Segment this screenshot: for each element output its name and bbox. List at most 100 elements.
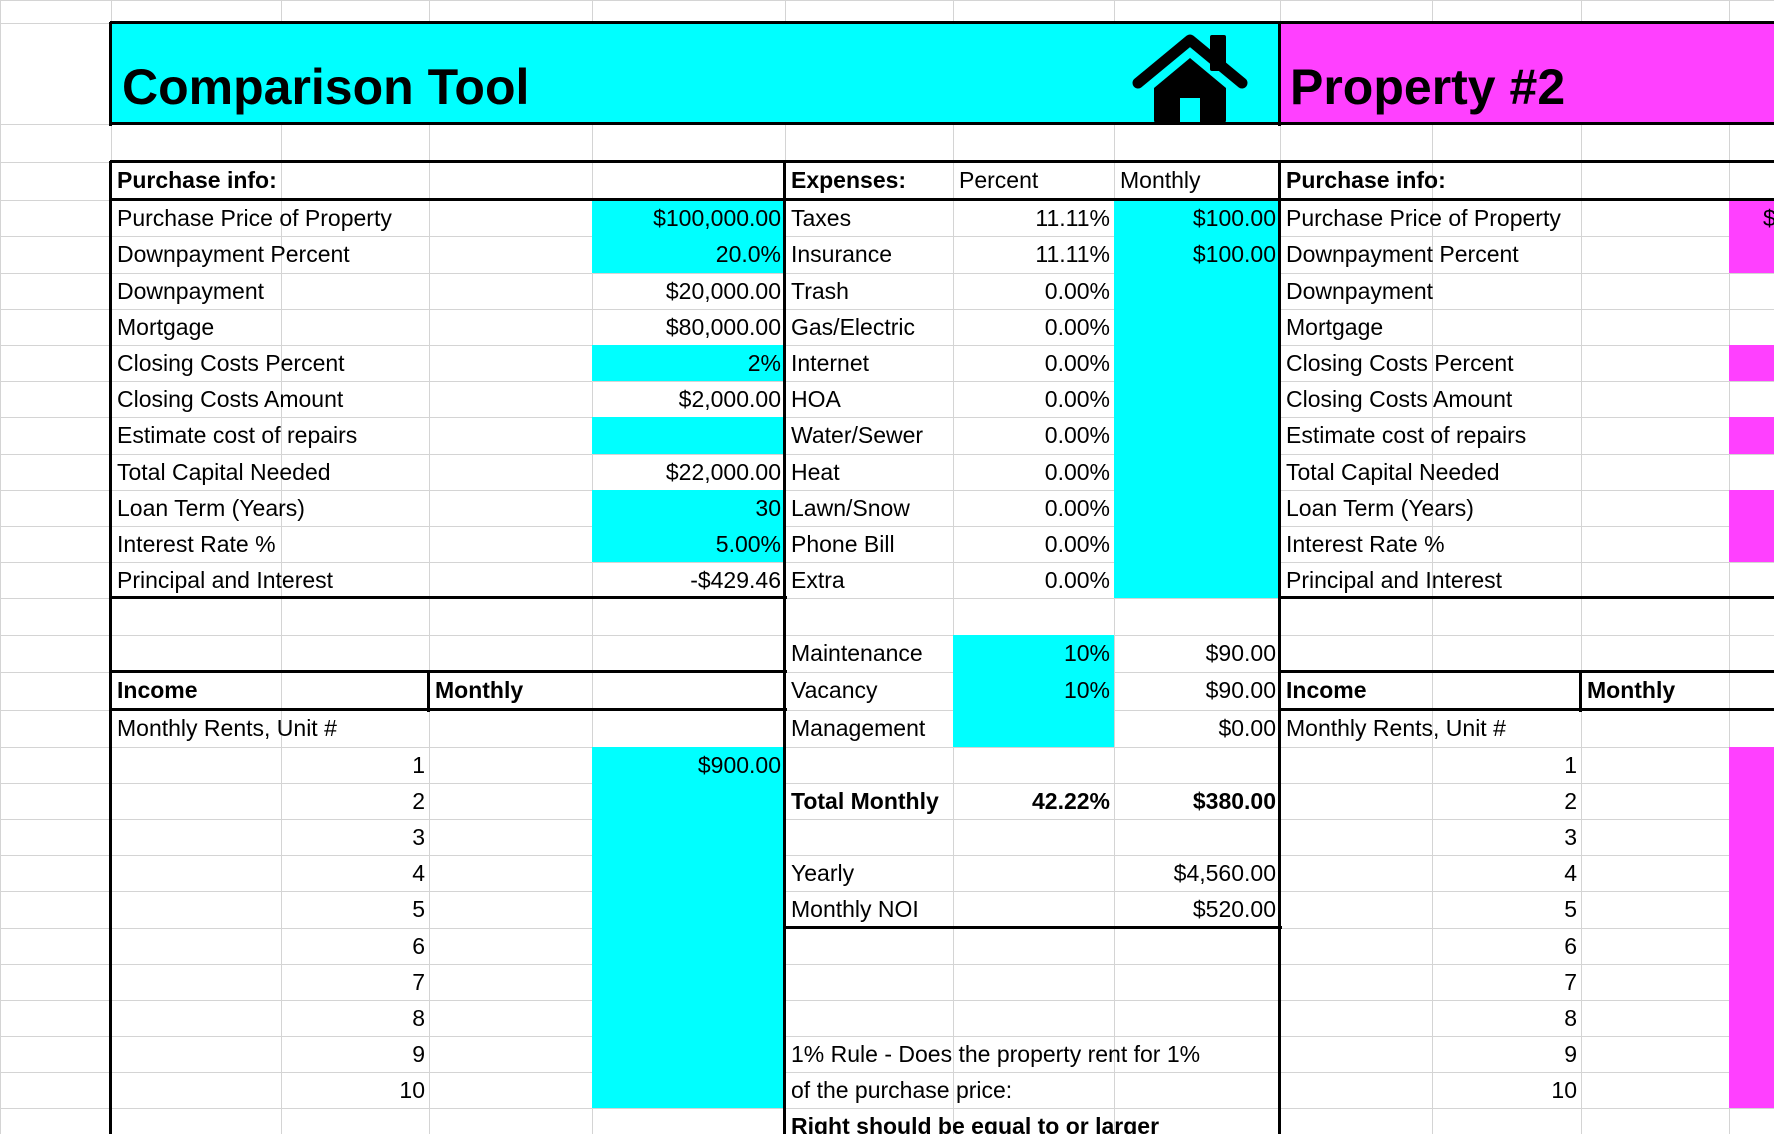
expense-percent: 0.00% — [1044, 459, 1110, 485]
expense-monthly-input[interactable] — [1114, 273, 1280, 309]
purchase-info-value[interactable]: 2% — [747, 350, 781, 376]
expense-input-column — [1114, 200, 1280, 598]
expense-monthly-input[interactable] — [1114, 562, 1280, 598]
unit-rent-input[interactable] — [592, 928, 785, 964]
unit-rent-input[interactable]: $900.00 — [697, 752, 781, 778]
gridline — [0, 1072, 1774, 1073]
gridline — [0, 1000, 1774, 1001]
property2-unit-number: 2 — [1564, 788, 1577, 814]
purchase-info-label: Closing Costs Amount — [117, 386, 344, 412]
unit-rent-input[interactable] — [592, 819, 785, 855]
purchase-info-value[interactable] — [592, 417, 785, 454]
gridline — [0, 381, 1774, 382]
border — [1279, 708, 1774, 711]
gridline — [0, 236, 1774, 237]
reserve-percent-input[interactable]: 10% — [1063, 640, 1110, 666]
gridline — [0, 964, 1774, 965]
expense-monthly-input[interactable] — [1114, 526, 1280, 562]
expense-percent: 0.00% — [1044, 531, 1110, 557]
purchase-info-value[interactable]: $2,000.00 — [678, 386, 781, 412]
purchase-info-label: Loan Term (Years) — [117, 495, 305, 521]
property2-unit-number: 9 — [1564, 1041, 1577, 1067]
unit-number: 4 — [412, 860, 425, 886]
rent-input-column — [592, 747, 785, 1108]
gridline — [0, 747, 1774, 748]
property2-monthly-header: Monthly — [1587, 677, 1676, 703]
input-cell — [592, 490, 785, 526]
property2-input-cell — [1729, 417, 1774, 454]
border — [783, 161, 786, 1134]
border — [110, 21, 1774, 24]
page-title: Comparison Tool — [122, 59, 530, 115]
expense-percent: 0.00% — [1044, 350, 1110, 376]
expense-percent: 11.11% — [1035, 241, 1110, 267]
expense-label: Trash — [791, 278, 849, 304]
property2-purchase-label: Estimate cost of repairs — [1286, 422, 1527, 448]
property2-input-cell — [1729, 200, 1774, 236]
reserve-label: Maintenance — [791, 640, 923, 666]
unit-rent-input[interactable] — [592, 891, 785, 928]
reserve-monthly: $90.00 — [1205, 640, 1276, 666]
border — [1279, 596, 1774, 599]
property2-purchase-label: Loan Term (Years) — [1286, 495, 1474, 521]
property2-unit-number: 3 — [1564, 824, 1577, 850]
expense-label: Water/Sewer — [791, 422, 924, 448]
unit-rent-input[interactable] — [592, 1036, 785, 1072]
reserve-monthly: $90.00 — [1205, 677, 1276, 703]
expense-percent: 0.00% — [1044, 567, 1110, 593]
gridline — [0, 672, 1774, 673]
gridline — [0, 490, 1774, 491]
property2-unit-number: 5 — [1564, 896, 1577, 922]
property2-title: Property #2 — [1290, 59, 1566, 115]
expense-monthly-input[interactable] — [1114, 345, 1280, 381]
purchase-info-value[interactable]: -$429.46 — [690, 567, 781, 593]
unit-number: 6 — [412, 933, 425, 959]
expense-monthly-input[interactable]: $100.00 — [1192, 205, 1276, 231]
gridline — [1432, 0, 1433, 1134]
monthly-rents-label: Monthly Rents, Unit # — [117, 715, 337, 741]
income-monthly-header: Monthly — [435, 677, 524, 703]
purchase-info-label: Purchase Price of Property — [117, 205, 392, 231]
purchase-info-label: Downpayment Percent — [117, 241, 350, 267]
purchase-info-value[interactable]: 5.00% — [715, 531, 781, 557]
border — [1279, 670, 1774, 673]
expense-monthly-input[interactable] — [1114, 309, 1280, 345]
yearly-label: Yearly — [791, 860, 855, 886]
unit-rent-input[interactable] — [592, 783, 785, 819]
property2-unit-number: 7 — [1564, 969, 1577, 995]
expense-label: Gas/Electric — [791, 314, 915, 340]
property2-unit-number: 6 — [1564, 933, 1577, 959]
expense-monthly-input[interactable] — [1114, 490, 1280, 526]
unit-number: 9 — [412, 1041, 425, 1067]
reserve-percent-input[interactable]: 10% — [1063, 677, 1110, 703]
expense-monthly-input[interactable] — [1114, 381, 1280, 417]
purchase-info-value[interactable]: $80,000.00 — [665, 314, 781, 340]
expense-monthly-input[interactable]: $100.00 — [1192, 241, 1276, 267]
gridline — [0, 635, 1774, 636]
property2-purchase-label: Downpayment — [1286, 278, 1434, 304]
purchase-info-value[interactable]: $22,000.00 — [665, 459, 781, 485]
purchase-info-value[interactable]: 20.0% — [715, 241, 781, 267]
unit-rent-input[interactable] — [592, 1000, 785, 1036]
reserve-label: Management — [791, 715, 926, 741]
expense-monthly-input[interactable] — [1114, 417, 1280, 454]
gridline — [0, 454, 1774, 455]
input-cell — [592, 236, 785, 273]
border — [1579, 671, 1582, 712]
purchase-info-label: Closing Costs Percent — [117, 350, 345, 376]
purchase-info-value[interactable]: $100,000.00 — [653, 205, 781, 231]
reserve-percent-input[interactable] — [953, 710, 1114, 747]
one-percent-rule-text: 1% Rule - Does the property rent for 1% — [791, 1041, 1201, 1067]
percent-column-header: Percent — [959, 167, 1039, 193]
purchase-info-value[interactable]: 30 — [755, 495, 781, 521]
purchase-info-label: Interest Rate % — [117, 531, 276, 557]
purchase-info-value[interactable]: $20,000.00 — [665, 278, 781, 304]
unit-number: 10 — [399, 1077, 425, 1103]
unit-rent-input[interactable] — [592, 964, 785, 1000]
unit-number: 2 — [412, 788, 425, 814]
expense-monthly-input[interactable] — [1114, 454, 1280, 490]
property2-purchase-price-input[interactable]: $ — [1763, 205, 1774, 231]
unit-rent-input[interactable] — [592, 1072, 785, 1108]
unit-rent-input[interactable] — [592, 855, 785, 891]
